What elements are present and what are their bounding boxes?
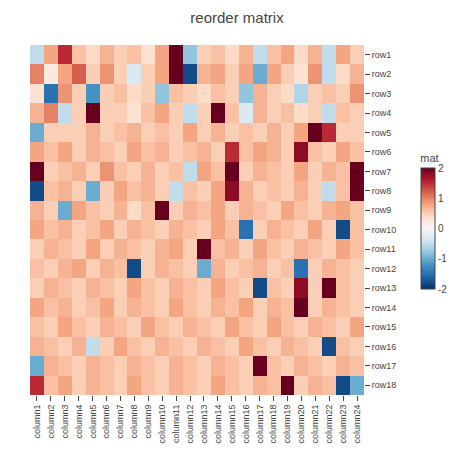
svg-text:row3: row3 (372, 89, 392, 99)
svg-text:mat: mat (420, 152, 438, 164)
svg-text:row11: row11 (372, 244, 396, 254)
svg-text:column16: column16 (241, 405, 251, 444)
svg-text:column19: column19 (282, 405, 292, 444)
svg-text:column22: column22 (324, 405, 334, 444)
svg-text:column8: column8 (129, 405, 139, 439)
svg-text:column3: column3 (60, 405, 70, 439)
svg-text:0: 0 (438, 223, 444, 234)
svg-text:1: 1 (438, 193, 444, 204)
svg-text:column6: column6 (101, 405, 111, 439)
svg-text:row17: row17 (372, 361, 397, 371)
svg-text:column13: column13 (199, 405, 209, 444)
svg-text:row14: row14 (372, 303, 397, 313)
svg-text:-2: -2 (438, 284, 447, 295)
svg-text:2: 2 (438, 163, 444, 174)
svg-text:reorder matrix: reorder matrix (190, 9, 284, 26)
svg-text:column7: column7 (115, 405, 125, 439)
svg-text:column20: column20 (296, 405, 306, 444)
svg-text:column9: column9 (143, 405, 153, 439)
svg-text:row6: row6 (372, 147, 392, 157)
svg-text:column15: column15 (227, 405, 237, 444)
svg-text:row9: row9 (372, 205, 392, 215)
svg-text:row7: row7 (372, 167, 392, 177)
svg-text:row8: row8 (372, 186, 392, 196)
svg-text:column1: column1 (32, 405, 42, 439)
svg-text:row10: row10 (372, 225, 397, 235)
svg-text:column11: column11 (171, 405, 181, 443)
svg-text:column21: column21 (310, 405, 320, 444)
svg-text:column2: column2 (46, 405, 56, 439)
svg-text:row13: row13 (372, 283, 397, 293)
svg-text:column12: column12 (185, 405, 195, 444)
svg-text:column14: column14 (213, 405, 223, 444)
svg-text:column23: column23 (338, 405, 348, 444)
svg-text:column4: column4 (74, 405, 84, 439)
svg-text:row16: row16 (372, 342, 397, 352)
svg-text:row2: row2 (372, 69, 392, 79)
svg-text:row4: row4 (372, 108, 392, 118)
svg-text:column10: column10 (157, 405, 167, 444)
svg-text:row12: row12 (372, 264, 397, 274)
svg-text:-1: -1 (438, 253, 447, 264)
svg-text:row5: row5 (372, 128, 392, 138)
svg-text:row18: row18 (372, 380, 397, 390)
svg-text:row1: row1 (372, 50, 392, 60)
svg-text:column17: column17 (255, 405, 265, 444)
svg-text:column5: column5 (88, 405, 98, 439)
svg-text:column24: column24 (352, 405, 362, 444)
svg-text:column18: column18 (268, 405, 278, 444)
svg-text:row15: row15 (372, 322, 397, 332)
